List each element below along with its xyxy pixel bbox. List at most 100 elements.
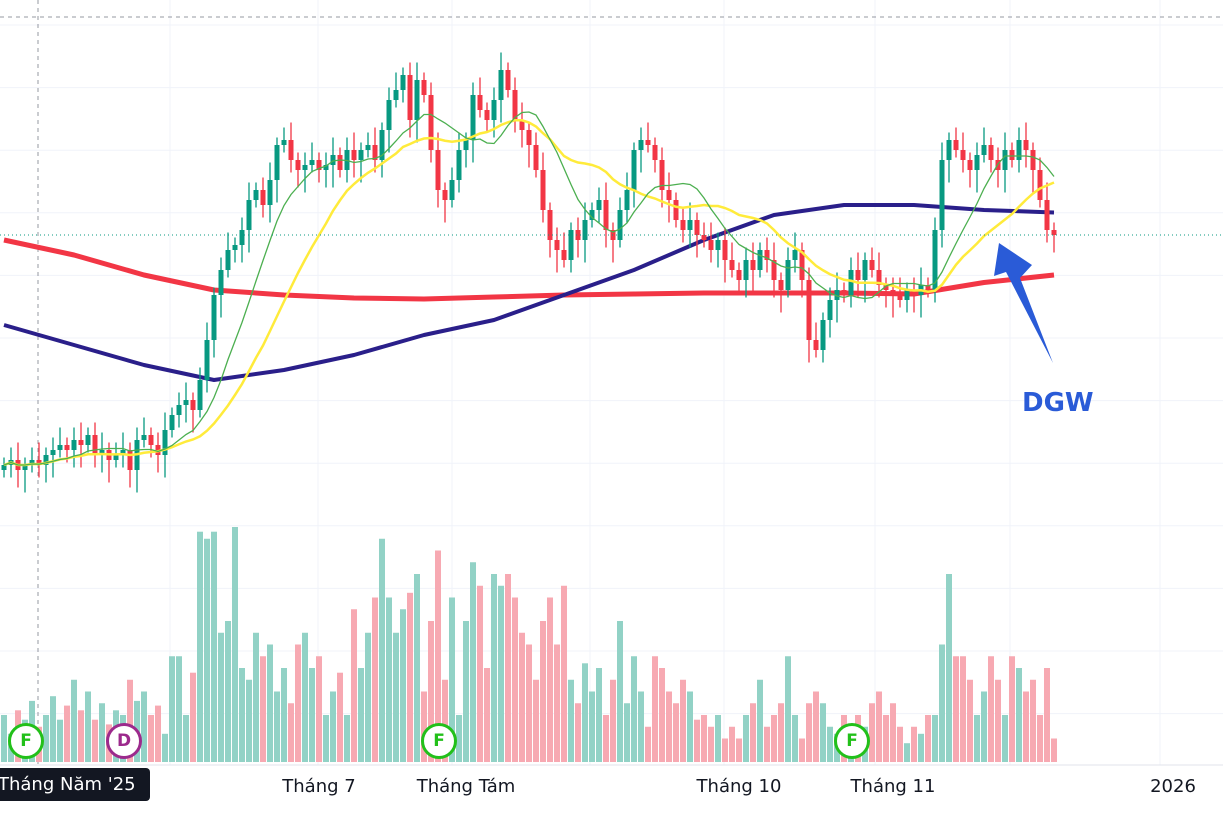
volume-bar — [736, 738, 742, 762]
volume-bar — [652, 656, 658, 762]
candle-body — [50, 450, 56, 455]
candle-body — [526, 130, 532, 145]
volume-bar — [974, 715, 980, 762]
candle-body — [64, 445, 70, 450]
volume-bar — [666, 691, 672, 762]
volume-bar — [71, 679, 77, 762]
volume-bar — [897, 726, 903, 762]
candle-body — [463, 140, 469, 150]
volume-bar — [491, 574, 497, 762]
volume-bar — [659, 668, 665, 762]
x-axis-label: Tháng 10 — [696, 776, 782, 797]
volume-bar — [148, 715, 154, 762]
candle-body — [911, 290, 917, 295]
candle-body — [512, 90, 518, 120]
candle-body — [925, 285, 931, 290]
candle-body — [22, 465, 28, 470]
candle-body — [470, 95, 476, 140]
financials-event-marker[interactable]: F — [834, 723, 870, 759]
volume-bar — [547, 597, 553, 762]
candle-body — [932, 230, 938, 290]
candle-body — [1037, 170, 1043, 200]
candle-body — [897, 295, 903, 300]
candle-body — [960, 150, 966, 160]
candle-body — [596, 200, 602, 210]
volume-bar — [183, 715, 189, 762]
volume-bar — [645, 726, 651, 762]
candle-body — [29, 460, 35, 465]
volume-bar — [43, 715, 49, 762]
candle-body — [43, 455, 49, 465]
volume-bar — [239, 668, 245, 762]
volume-bar — [722, 738, 728, 762]
volume-bar — [890, 703, 896, 762]
candle-body — [162, 430, 168, 455]
candle-body — [491, 100, 497, 120]
financials-event-marker[interactable]: F — [8, 723, 44, 759]
candle-body — [722, 240, 728, 260]
candle-body — [659, 160, 665, 190]
candle-body — [701, 235, 707, 240]
volume-bar — [155, 705, 161, 762]
candle-body — [260, 190, 266, 205]
candle-body — [351, 150, 357, 160]
candle-body — [190, 400, 196, 410]
candle-body — [330, 155, 336, 165]
volume-bar — [505, 574, 511, 762]
volume-bar — [1, 715, 7, 762]
volume-bar — [988, 656, 994, 762]
dividend-event-marker[interactable]: D — [106, 723, 142, 759]
candle-body — [862, 260, 868, 280]
volume-bar — [246, 679, 252, 762]
candle-body — [239, 230, 245, 245]
volume-bar — [680, 679, 686, 762]
candle-body — [358, 150, 364, 160]
volume-bar — [932, 715, 938, 762]
volume-bar — [372, 597, 378, 762]
volume-bar — [533, 679, 539, 762]
candle-body — [337, 155, 343, 170]
candle-body — [547, 210, 553, 240]
volume-bar — [1037, 715, 1043, 762]
candle-body — [673, 200, 679, 220]
volume-bar — [330, 691, 336, 762]
volume-bar — [967, 679, 973, 762]
volume-bar — [799, 738, 805, 762]
volume-bar — [358, 668, 364, 762]
candle-body — [841, 290, 847, 295]
candle-body — [372, 145, 378, 160]
volume-bar — [288, 703, 294, 762]
candle-body — [757, 250, 763, 270]
candle-body — [1016, 140, 1022, 160]
x-axis-label: Tháng 11 — [850, 776, 936, 797]
volume-bar — [687, 691, 693, 762]
volume-bar — [1023, 691, 1029, 762]
candle-body — [729, 260, 735, 270]
candle-body — [393, 90, 399, 100]
volume-bar — [960, 656, 966, 762]
candle-body — [883, 285, 889, 290]
volume-bar — [211, 531, 217, 762]
volume-bar — [78, 710, 84, 762]
x-axis-label: Tháng 7 — [282, 776, 356, 797]
volume-bar — [568, 679, 574, 762]
x-axis-label: Tháng Tám — [416, 776, 516, 797]
volume-bar — [820, 703, 826, 762]
financials-event-marker[interactable]: F — [421, 723, 457, 759]
volume-bar — [526, 644, 532, 762]
volume-bar — [428, 621, 434, 762]
volume-bar — [204, 538, 210, 762]
volume-bar — [295, 644, 301, 762]
volume-bar — [876, 691, 882, 762]
candle-body — [792, 250, 798, 260]
volume-bar — [694, 719, 700, 762]
candle-body — [323, 165, 329, 170]
volume-bar — [456, 715, 462, 762]
volume-bar — [596, 668, 602, 762]
volume-bar — [638, 691, 644, 762]
volume-bar — [407, 592, 413, 762]
volume-bar — [715, 715, 721, 762]
candle-body — [407, 75, 413, 120]
volume-bar — [778, 703, 784, 762]
volume-bar — [50, 696, 56, 762]
